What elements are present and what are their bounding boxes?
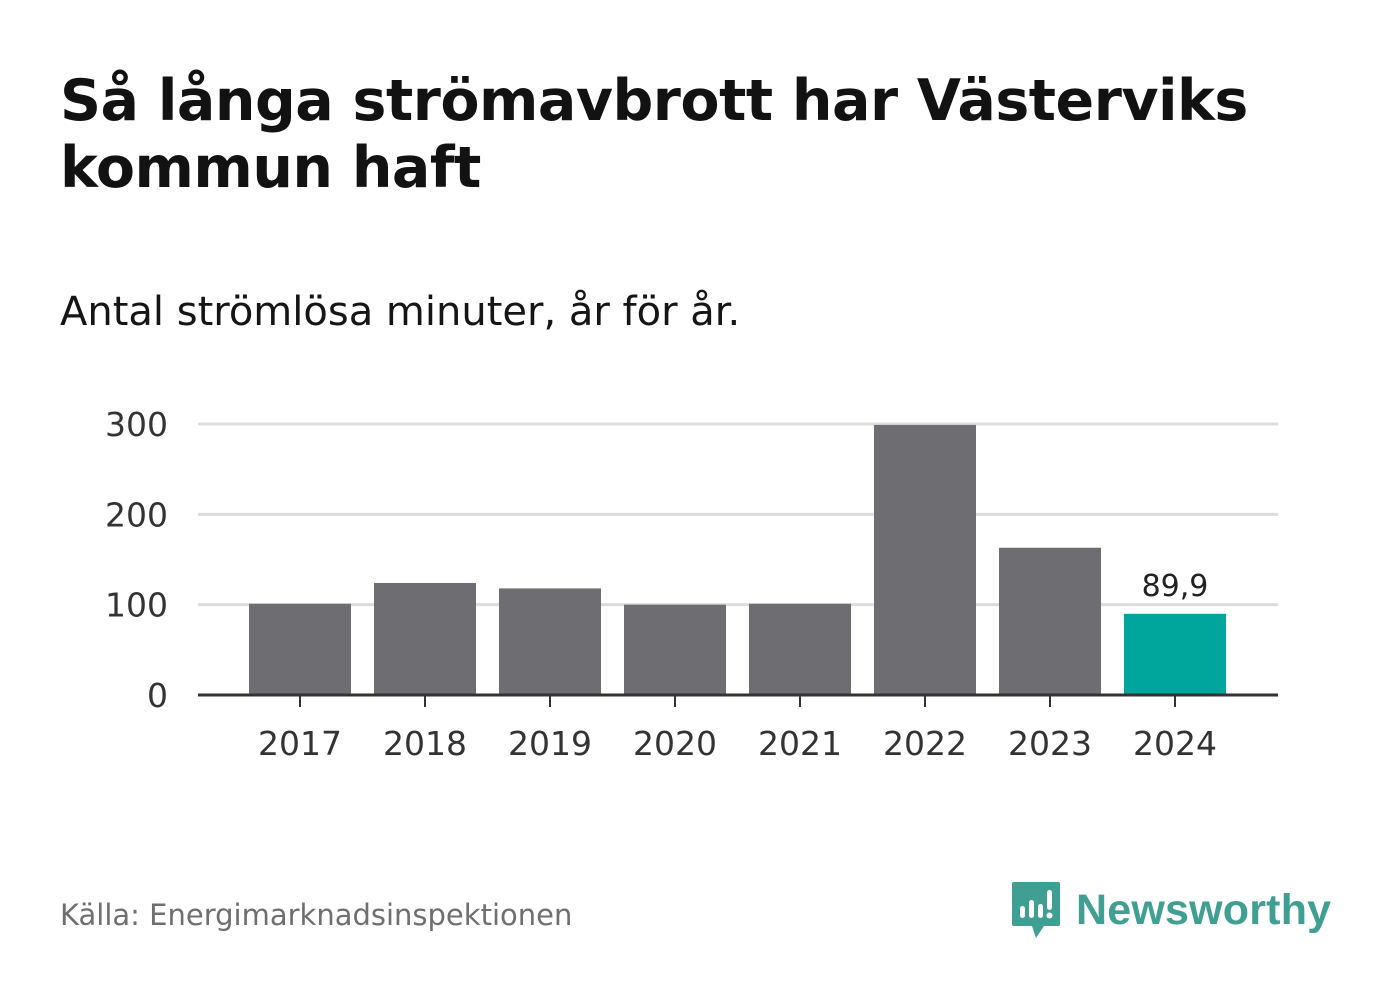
data-label: 89,9: [1142, 569, 1209, 604]
x-tick-label: 2023: [1008, 724, 1092, 763]
bar-2019: [499, 588, 601, 695]
y-tick-label: 300: [105, 405, 168, 444]
x-tick-label: 2018: [383, 724, 467, 763]
y-tick-label: 200: [105, 495, 168, 534]
x-tick-label: 2024: [1133, 724, 1217, 763]
labels: 0 100 200 300 2017 2018 2019 2020 2021 2022 2023 20…: [105, 405, 1217, 763]
y-tick-label: 0: [147, 676, 168, 715]
bar-2018: [374, 582, 476, 695]
bar-2017: [249, 603, 351, 695]
bar-2021: [749, 603, 851, 695]
brand: Newsworthy: [1010, 878, 1331, 942]
brand-name: Newsworthy: [1076, 885, 1332, 934]
source-note: Källa: Energimarknadsinspektionen: [60, 898, 573, 932]
bar-chart: 0 100 200 300 2017 2018 2019 2020 2021 2022 2023 20…: [105, 405, 1278, 763]
bars: [249, 424, 1226, 695]
x-tick-label: 2019: [508, 724, 592, 763]
bar-2024: [1124, 613, 1226, 695]
chart-subtitle: Antal strömlösa minuter, år för år.: [60, 289, 741, 335]
y-tick-label: 100: [105, 586, 168, 625]
chart-title: Så långa strömavbrott har Västerviks kom…: [60, 68, 1248, 201]
bar-2022: [874, 424, 976, 695]
newsworthy-logo-icon: [1012, 882, 1060, 938]
x-tick-label: 2022: [883, 724, 967, 763]
x-tick-label: 2020: [633, 724, 717, 763]
bar-2020: [624, 604, 726, 695]
x-tick-label: 2021: [758, 724, 842, 763]
bar-2023: [999, 547, 1101, 695]
gridlines: [198, 422, 1278, 607]
x-axis: [198, 693, 1278, 707]
x-tick-label: 2017: [258, 724, 342, 763]
